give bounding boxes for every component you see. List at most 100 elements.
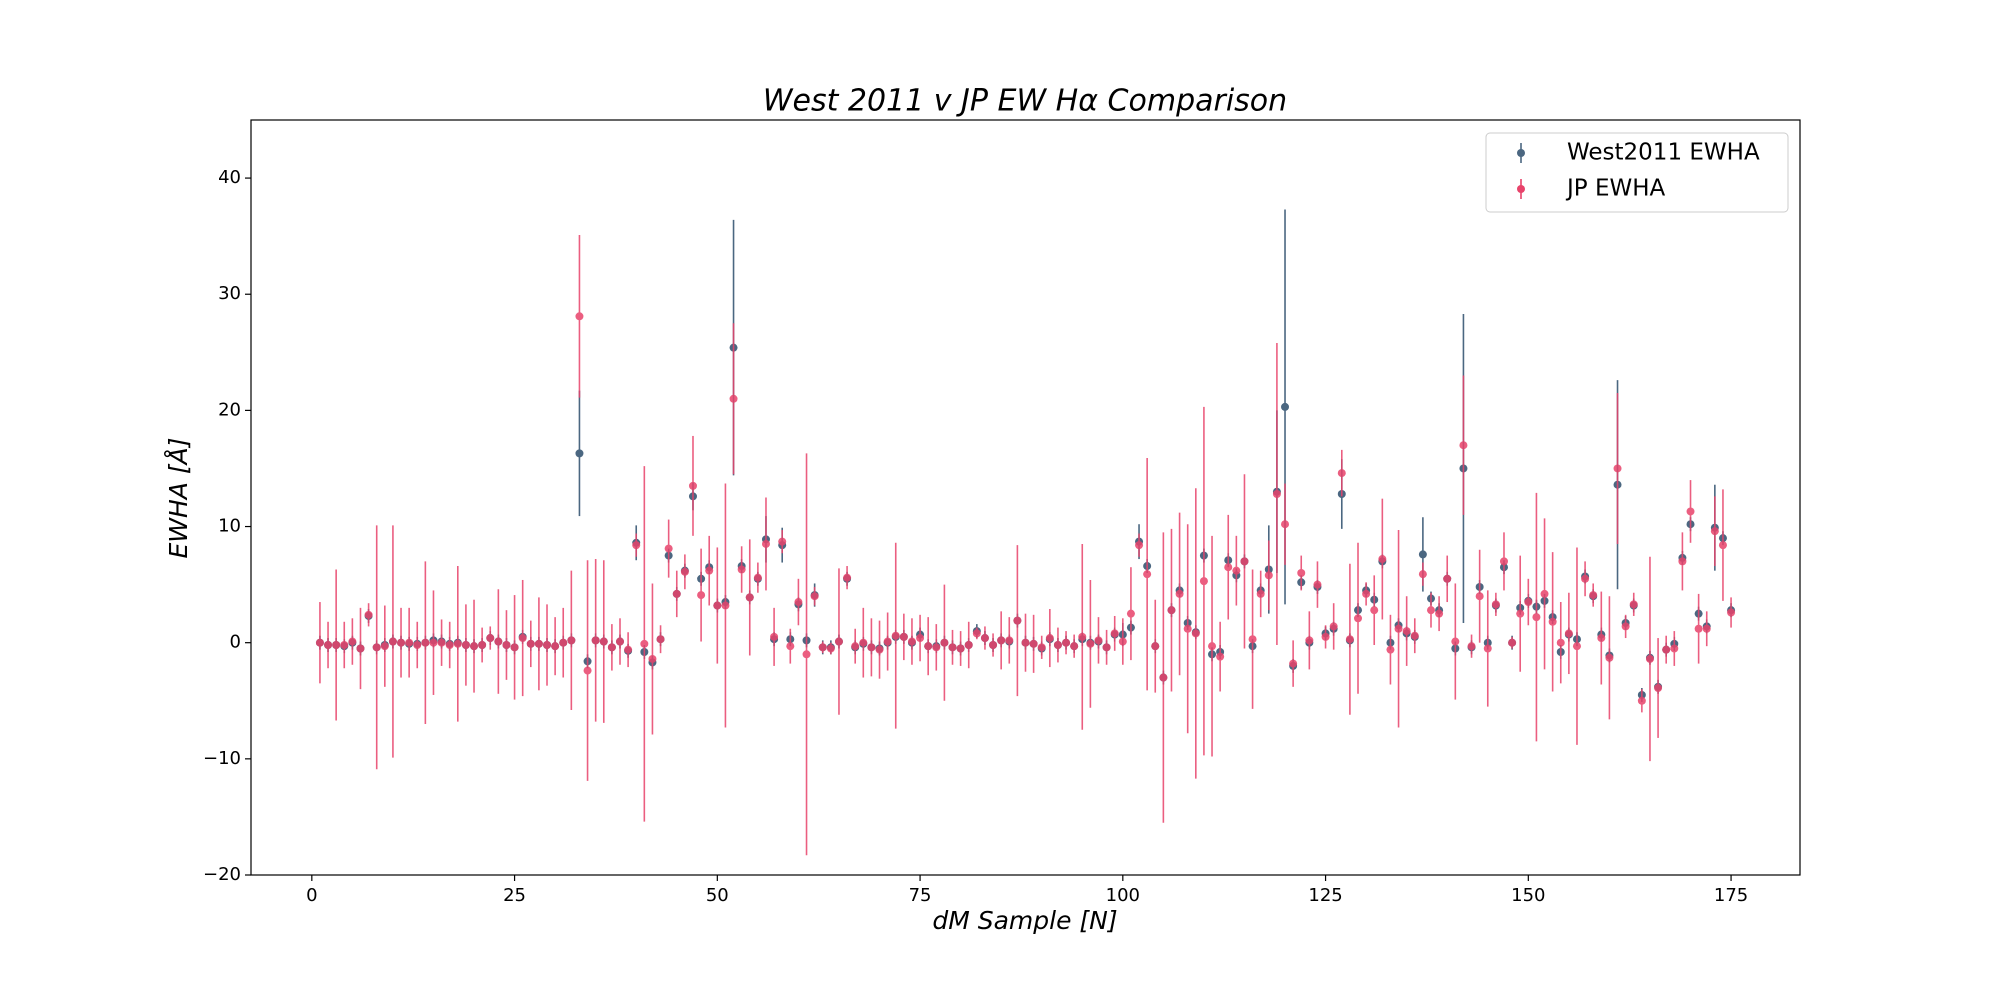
- data-point: [1191, 629, 1200, 638]
- data-point: [534, 639, 543, 648]
- data-point: [1718, 541, 1727, 550]
- data-point: [1281, 520, 1290, 529]
- data-point: [332, 641, 341, 650]
- data-point: [1272, 490, 1281, 499]
- x-tick-label: 25: [503, 885, 526, 906]
- data-point: [429, 638, 438, 647]
- data-point: [632, 541, 641, 550]
- y-tick-label: 0: [230, 632, 241, 653]
- data-point: [583, 666, 592, 675]
- x-tick-label: 100: [1106, 885, 1140, 906]
- plot-frame: [250, 119, 1801, 876]
- data-point: [1702, 624, 1711, 633]
- data-point: [494, 637, 503, 646]
- data-point: [470, 642, 479, 651]
- y-axis-label: EWHA [Å]: [164, 438, 193, 559]
- data-point: [786, 642, 795, 651]
- x-tick-label: 50: [706, 885, 729, 906]
- data-point: [1216, 652, 1225, 661]
- data-point: [1329, 622, 1338, 631]
- data-point: [1183, 624, 1192, 633]
- data-point: [1078, 632, 1087, 641]
- data-point: [1686, 507, 1695, 516]
- data-point: [1564, 629, 1573, 638]
- data-point: [1167, 606, 1176, 615]
- data-point: [1337, 469, 1346, 478]
- data-point: [1086, 639, 1095, 648]
- data-point: [867, 643, 876, 652]
- data-point: [1345, 635, 1354, 644]
- data-point: [737, 565, 746, 574]
- data-point: [324, 641, 333, 650]
- data-point: [834, 637, 843, 646]
- data-point: [1248, 635, 1257, 644]
- data-point: [697, 591, 706, 600]
- data-point: [1581, 574, 1590, 583]
- data-point: [770, 632, 779, 641]
- data-point: [810, 592, 819, 601]
- data-point: [1037, 643, 1046, 652]
- data-point: [1678, 557, 1687, 566]
- data-point: [510, 643, 519, 652]
- data-point: [1062, 638, 1071, 647]
- data-point: [648, 654, 657, 663]
- data-point: [1548, 617, 1557, 626]
- data-point: [575, 312, 584, 321]
- legend-marker: [1517, 149, 1525, 157]
- data-point: [1053, 641, 1062, 650]
- data-point: [1370, 606, 1379, 615]
- data-point: [1654, 683, 1663, 692]
- data-point: [551, 642, 560, 651]
- x-tick-label: 75: [909, 885, 932, 906]
- data-point: [1313, 580, 1322, 589]
- data-point: [1475, 592, 1484, 601]
- data-point: [656, 635, 665, 644]
- data-point: [543, 641, 552, 650]
- data-point: [948, 643, 957, 652]
- data-point: [591, 636, 600, 645]
- data-point: [1410, 631, 1419, 640]
- data-point: [616, 637, 625, 646]
- data-point: [461, 641, 470, 650]
- data-point: [1281, 402, 1290, 411]
- data-point: [1540, 589, 1549, 598]
- data-point: [859, 638, 868, 647]
- data-point: [1694, 624, 1703, 633]
- data-point: [1224, 563, 1233, 572]
- data-point: [624, 645, 633, 654]
- legend-label: West2011 EWHA: [1567, 140, 1760, 166]
- data-point: [413, 641, 422, 650]
- data-point: [1418, 550, 1427, 559]
- data-point: [1459, 441, 1468, 450]
- data-point: [1321, 632, 1330, 641]
- data-point: [421, 638, 430, 647]
- data-point: [1483, 644, 1492, 653]
- chart-title: West 2011 v JP EW Hα Comparison: [763, 84, 1287, 119]
- data-point: [1418, 570, 1427, 579]
- x-tick-label: 150: [1511, 885, 1545, 906]
- data-point: [1289, 659, 1298, 668]
- data-point: [1029, 639, 1038, 648]
- data-point: [1556, 638, 1565, 647]
- data-point: [899, 632, 908, 641]
- y-tick-label: 40: [218, 167, 241, 188]
- data-point: [1354, 614, 1363, 623]
- data-point: [891, 631, 900, 640]
- data-point: [1499, 557, 1508, 566]
- data-point: [672, 589, 681, 598]
- data-point: [980, 634, 989, 643]
- legend-box: [1485, 132, 1789, 213]
- data-point: [502, 641, 511, 650]
- data-point: [1094, 636, 1103, 645]
- data-point: [1637, 696, 1646, 705]
- data-point: [997, 636, 1006, 645]
- data-point: [907, 637, 916, 646]
- data-point: [1572, 642, 1581, 651]
- data-point: [924, 642, 933, 651]
- data-point: [664, 544, 673, 553]
- data-point: [1005, 636, 1014, 645]
- data-point: [526, 639, 535, 648]
- data-point: [705, 566, 714, 575]
- data-point: [1467, 642, 1476, 651]
- data-point: [1378, 555, 1387, 564]
